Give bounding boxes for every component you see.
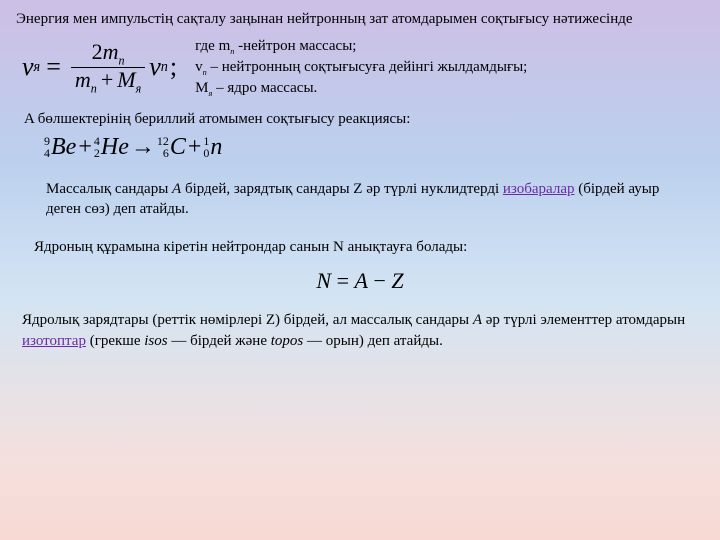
isobar-definition: Массалық сандары A бірдей, зарядтық санд… [46, 179, 686, 220]
isotope-definition: Ядролық зарядтары (реттік нөмірлері Z) б… [22, 310, 698, 351]
neutron-count-text: Ядроның құрамына кіретін нейтрондар саны… [34, 239, 704, 256]
intro-text: Энергия мен импульстің сақталу заңынан н… [16, 10, 704, 30]
reaction-equation: 94Be + 42He → 126C + 10n [44, 134, 704, 161]
nuclide-c: 126C [157, 134, 186, 161]
velocity-formula-row: vя = 2mn mn+Mя vn ; где mn -нейтрон масс… [22, 36, 704, 99]
velocity-formula: vя = 2mn mn+Mя vn ; [22, 40, 177, 95]
nuclide-n: 10n [203, 134, 222, 161]
reaction-label: Α бөлшектерінің бериллий атомымен соқтығ… [24, 111, 704, 128]
nuclide-he: 42He [94, 134, 129, 161]
isotope-term: изотоптар [22, 333, 86, 349]
nuclide-be: 94Be [44, 134, 76, 161]
formula-legend: где mn -нейтрон массасы; vn – нейтронның… [195, 36, 527, 99]
neutron-formula: N = A − Z [16, 268, 704, 294]
isobar-term: изобаралар [503, 181, 575, 197]
